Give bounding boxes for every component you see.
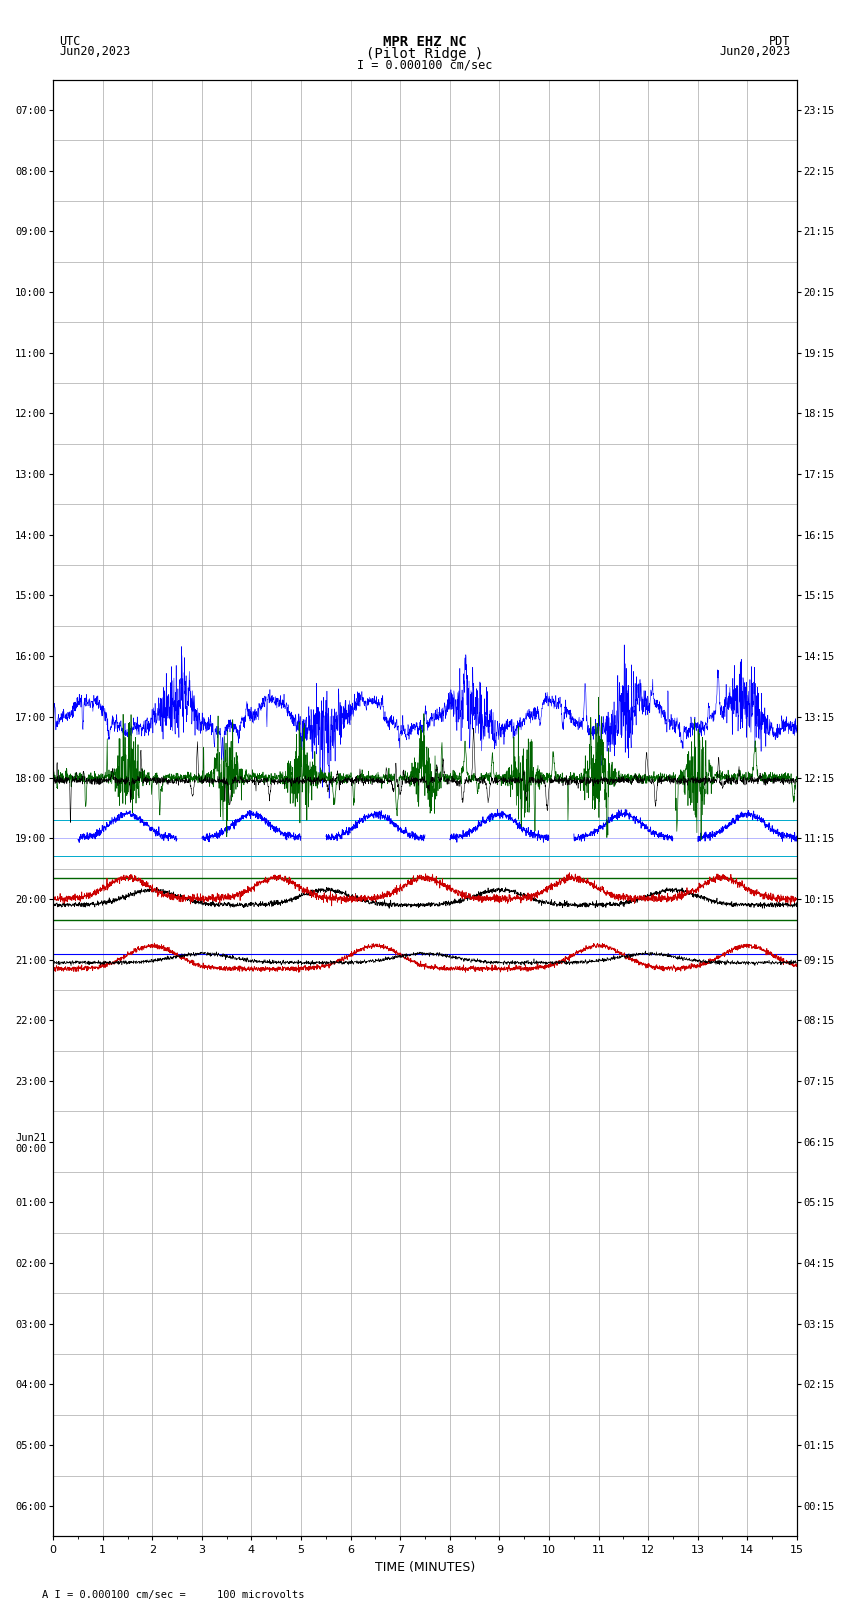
Text: A I = 0.000100 cm/sec =     100 microvolts: A I = 0.000100 cm/sec = 100 microvolts (42, 1590, 305, 1600)
Text: MPR EHZ NC: MPR EHZ NC (383, 35, 467, 50)
Text: UTC: UTC (60, 35, 81, 48)
Text: PDT: PDT (769, 35, 790, 48)
Text: Jun20,2023: Jun20,2023 (60, 45, 131, 58)
X-axis label: TIME (MINUTES): TIME (MINUTES) (375, 1561, 475, 1574)
Text: I = 0.000100 cm/sec: I = 0.000100 cm/sec (357, 58, 493, 71)
Text: Jun20,2023: Jun20,2023 (719, 45, 791, 58)
Text: (Pilot Ridge ): (Pilot Ridge ) (366, 47, 484, 61)
